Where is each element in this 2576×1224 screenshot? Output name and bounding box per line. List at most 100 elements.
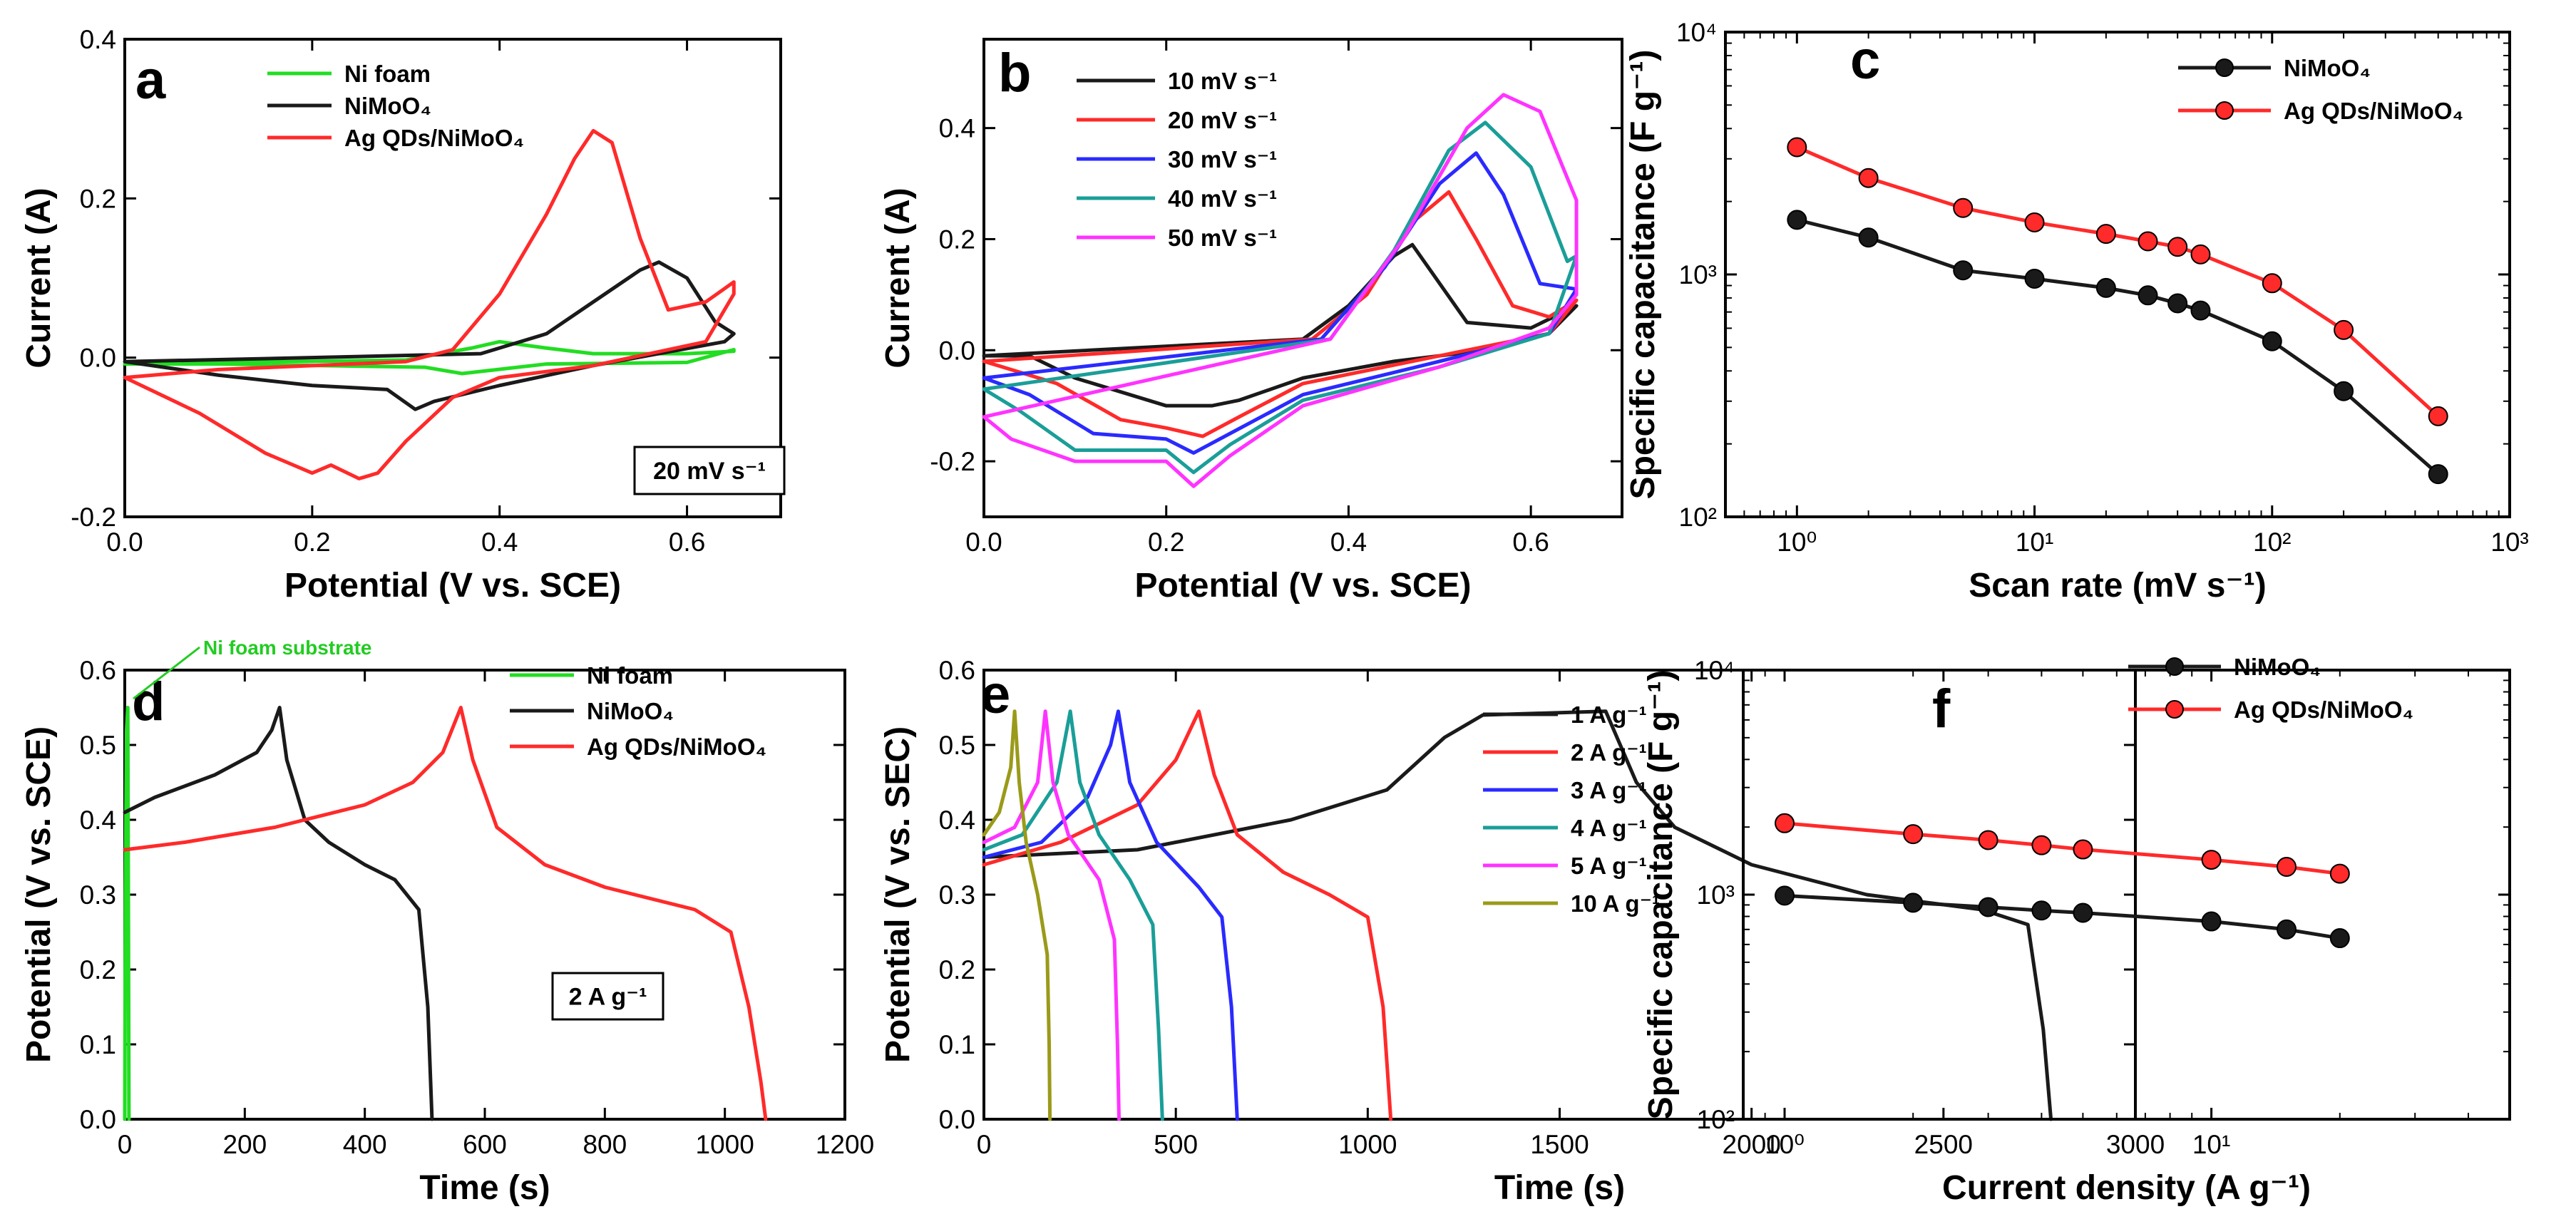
legend-label: Ni foam	[587, 662, 673, 689]
x-tick-label: 0.6	[669, 528, 705, 557]
y-axis-label: Specific capacitance (F g⁻¹)	[1624, 50, 1662, 500]
chart-panel-b: 0.0 0.2 0.4 0.6 -0.2 0.0 0.2 0.4 Potential (V vs…	[879, 38, 1623, 605]
data-point	[2190, 300, 2211, 321]
y-tick-label: 0.3	[80, 880, 116, 910]
x-tick-label: 2000	[1723, 1130, 1781, 1159]
x-axis-label: Time (s)	[419, 1169, 550, 1207]
x-tick-label: 0	[977, 1130, 992, 1159]
y-tick-label: 0.2	[80, 184, 116, 213]
series-line-0	[1782, 893, 2342, 940]
x-tick-label: 0.4	[1330, 528, 1367, 557]
legend-marker	[2165, 657, 2184, 676]
series-line-1	[1782, 821, 2342, 876]
y-tick-label: 0.4	[939, 114, 975, 143]
y-tick-label: 0.1	[80, 1030, 116, 1059]
data-point	[2024, 212, 2045, 232]
data-point	[2138, 285, 2158, 306]
y-tick-label: 0.0	[939, 1105, 975, 1134]
legend-label: 20 mV s⁻¹	[1168, 107, 1277, 133]
data-point	[1903, 824, 1924, 845]
plot-frame	[982, 669, 2137, 1121]
data-point	[2334, 319, 2354, 340]
data-point	[2073, 839, 2093, 860]
data-point	[2201, 850, 2222, 870]
x-axis-label: Time (s)	[1494, 1169, 1625, 1207]
panel-label: e	[980, 664, 1010, 725]
series-line-4	[982, 709, 1121, 1121]
y-tick-label: 0.2	[80, 955, 116, 984]
chart-panel-f: 10⁰ 10¹ 10² 10³ 10⁴ Current density (A g⁻¹) Sp…	[1642, 654, 2511, 1207]
series-line-5	[982, 709, 1052, 1121]
y-tick-label: 10²	[1697, 1105, 1735, 1134]
data-point	[1775, 885, 1795, 906]
series-line-0	[123, 706, 131, 1121]
y-tick-label: -0.2	[71, 503, 116, 532]
x-tick-label: 10³	[2490, 528, 2528, 557]
y-tick-label: 0.4	[939, 806, 975, 835]
legend-label: Ni foam	[344, 61, 431, 87]
legend-label: 2 A g⁻¹	[1571, 739, 1647, 766]
y-tick-label: 0.5	[80, 731, 116, 760]
annotation-text: 20 mV s⁻¹	[653, 458, 766, 485]
legend-label: Ag QDs/NiMoO₄	[344, 125, 524, 151]
series-line-3	[982, 709, 1164, 1121]
x-tick-label: 10⁰	[1777, 528, 1817, 557]
legend-label: 10 A g⁻¹	[1571, 890, 1660, 917]
x-tick-label: 0.0	[965, 528, 1002, 557]
data-point	[2190, 244, 2211, 264]
legend-marker	[2215, 101, 2234, 120]
panel-label: f	[1932, 679, 1951, 739]
y-tick-label: 10⁴	[1694, 656, 1735, 685]
data-point	[2262, 273, 2282, 294]
series-line-1	[123, 706, 434, 1121]
x-axis-label: Current density (A g⁻¹)	[1942, 1169, 2311, 1207]
legend-label: NiMoO₄	[2234, 654, 2321, 680]
series-line-2	[982, 151, 1579, 455]
substrate-note: Ni foam substrate	[203, 637, 372, 659]
panel-label: c	[1850, 30, 1880, 91]
y-tick-label: 0.4	[80, 25, 116, 54]
data-point	[2262, 331, 2282, 351]
data-point	[1787, 210, 1807, 230]
y-tick-label: 0.6	[939, 656, 975, 685]
x-tick-label: 1000	[696, 1130, 754, 1159]
data-point	[1953, 197, 1974, 218]
data-point	[1858, 168, 1879, 188]
y-tick-label: 0.3	[939, 880, 975, 910]
x-tick-label: 2500	[1914, 1130, 1973, 1159]
legend-label: 30 mV s⁻¹	[1168, 146, 1277, 173]
data-point	[1953, 260, 1974, 281]
panel-label: a	[135, 50, 166, 110]
data-point	[1858, 227, 1879, 248]
y-axis-label: Potential (V vs. SEC)	[879, 726, 917, 1063]
plot-frame	[982, 38, 1623, 518]
legend-label: 3 A g⁻¹	[1571, 777, 1647, 803]
data-point	[1775, 813, 1795, 833]
legend-label: NiMoO₄	[2284, 55, 2371, 81]
x-tick-label: 0	[118, 1130, 133, 1159]
data-point	[2095, 224, 2116, 245]
x-tick-label: 0.2	[294, 528, 330, 557]
data-point	[1978, 897, 1998, 917]
series-line-4	[982, 93, 1579, 488]
annotation-text: 2 A g⁻¹	[569, 984, 647, 1011]
x-tick-label: 0.0	[106, 528, 143, 557]
data-point	[2024, 269, 2045, 289]
chart-panel-c: 10⁰ 10¹ 10² 10³ 10² 10³ 10⁴ Scan rate (mV s⁻¹) S…	[1624, 18, 2529, 605]
y-tick-label: 0.5	[939, 731, 975, 760]
x-tick-label: 10²	[2253, 528, 2291, 557]
legend-marker	[2215, 58, 2234, 77]
x-tick-label: 0.6	[1512, 528, 1549, 557]
data-point	[2277, 856, 2297, 877]
data-point	[1903, 893, 1924, 913]
data-point	[2334, 381, 2354, 401]
legend-label: 10 mV s⁻¹	[1168, 68, 1277, 94]
y-tick-label: 0.1	[939, 1030, 975, 1059]
y-axis-label: Current (A)	[879, 187, 917, 368]
y-axis-label: Potential (V vs. SCE)	[20, 726, 58, 1063]
series-line-2	[123, 706, 768, 1121]
series-line-0	[982, 709, 2053, 1121]
y-tick-label: 10²	[1679, 503, 1717, 532]
y-tick-label: 0.0	[939, 336, 975, 365]
